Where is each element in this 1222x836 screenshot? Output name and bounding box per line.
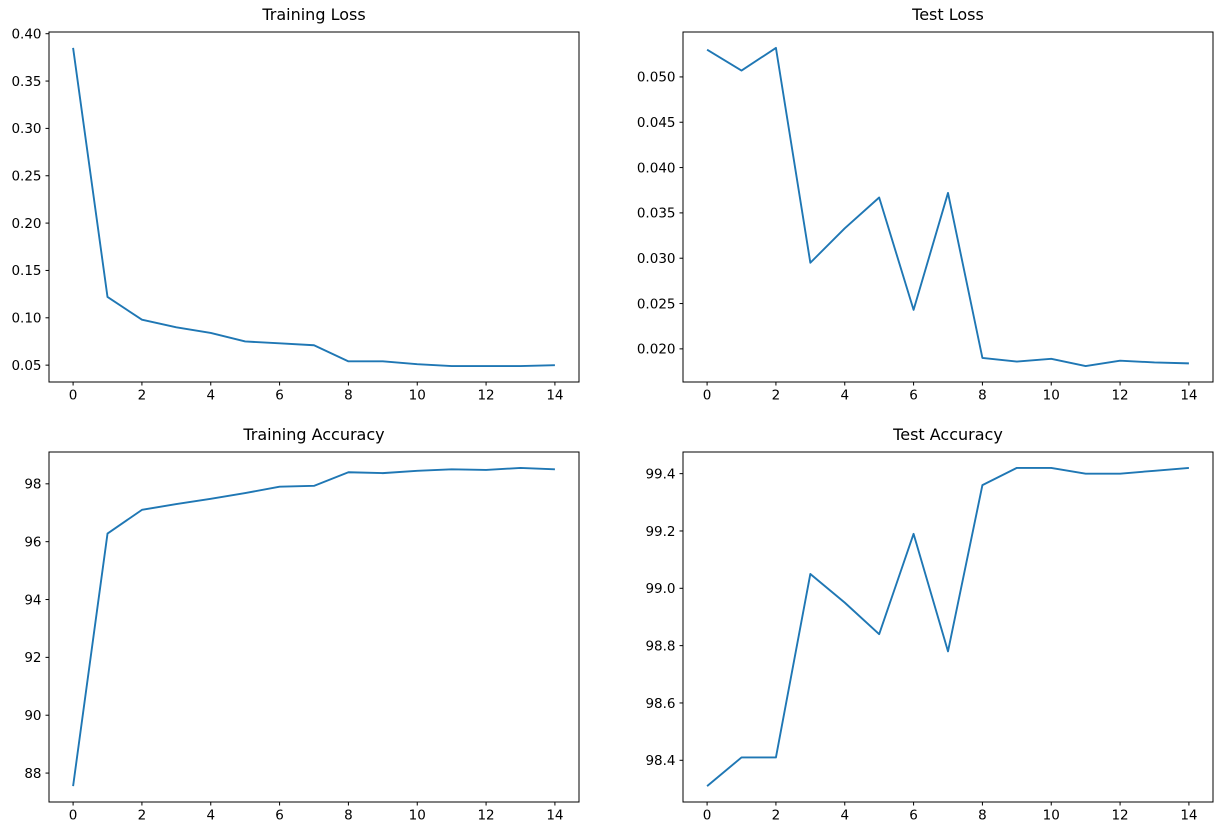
x-tick-label: 8 (344, 388, 353, 404)
x-tick-label: 0 (69, 808, 78, 824)
y-tick-label: 0.40 (11, 27, 41, 43)
x-tick-label: 12 (477, 808, 494, 824)
y-tick-label: 94 (24, 592, 41, 608)
y-tick-label: 98.4 (645, 753, 675, 769)
y-tick-label: 0.030 (637, 251, 676, 267)
data-line (706, 466, 1189, 787)
x-tick-label: 2 (772, 808, 781, 824)
chart-title: Test Accuracy (892, 425, 1003, 444)
x-tick-label: 4 (206, 388, 215, 404)
y-tick-label: 98.6 (645, 696, 675, 712)
x-tick-label: 14 (546, 808, 563, 824)
axes-spines (48, 31, 580, 383)
x-tick-label: 10 (409, 388, 426, 404)
y-tick-label: 99.4 (645, 466, 675, 482)
x-tick-label: 4 (206, 808, 215, 824)
x-tick-label: 2 (138, 808, 147, 824)
x-tick-label: 2 (772, 388, 781, 404)
axes-spines (48, 451, 580, 803)
panel-test-loss: Test Loss 0 2 4 6 8 10 12 14 0.020 0.025 0.030 0.03… (611, 0, 1222, 418)
y-tick-label: 0.25 (11, 169, 41, 185)
y-tick-label: 92 (24, 650, 41, 666)
training-loss-plot: Training Loss 0 2 4 6 8 10 12 14 0.05 0.10 0.15 0.2… (11, 5, 580, 404)
y-tick-label: 0.045 (637, 115, 676, 131)
x-tick-label: 14 (1180, 808, 1197, 824)
x-tick-label: 4 (840, 388, 849, 404)
x-tick-label: 10 (409, 808, 426, 824)
test-loss-plot: Test Loss 0 2 4 6 8 10 12 14 0.020 0.025 0.030 0.03… (637, 5, 1214, 404)
y-tick-label: 99.0 (645, 581, 675, 597)
axes-spines (682, 451, 1214, 803)
y-tick-label: 96 (24, 534, 41, 550)
y-tick-label: 88 (24, 766, 41, 782)
y-tick-label: 90 (24, 708, 41, 724)
plot-area: 0 2 4 6 8 10 12 14 88 90 92 94 96 98 (24, 451, 580, 824)
y-tick-label: 0.025 (637, 296, 676, 312)
plot-area: 0 2 4 6 8 10 12 14 0.020 0.025 0.030 0.035 0.040 0.04… (637, 31, 1214, 404)
x-tick-label: 8 (344, 808, 353, 824)
y-tick-label: 98.8 (645, 638, 675, 654)
x-tick-label: 12 (1111, 808, 1128, 824)
x-tick-label: 6 (909, 808, 918, 824)
x-tick-label: 0 (703, 808, 712, 824)
y-tick-label: 0.020 (637, 342, 676, 358)
x-tick-label: 6 (275, 808, 284, 824)
test-accuracy-plot: Test Accuracy 0 2 4 6 8 10 12 14 98.4 98.6 98.8 99.… (645, 425, 1214, 824)
panel-training-accuracy: Training Accuracy 0 2 4 6 8 10 12 14 88 90 92 94 96 9… (0, 418, 611, 836)
data-line (72, 47, 555, 368)
data-line (72, 466, 555, 787)
panel-test-accuracy: Test Accuracy 0 2 4 6 8 10 12 14 98.4 98.6 98.8 99.… (611, 418, 1222, 836)
x-tick-label: 10 (1043, 808, 1060, 824)
chart-title: Training Accuracy (242, 425, 384, 444)
x-tick-label: 6 (275, 388, 284, 404)
chart-title: Test Loss (911, 5, 984, 24)
x-tick-label: 0 (69, 388, 78, 404)
x-tick-label: 10 (1043, 388, 1060, 404)
y-tick-label: 0.035 (637, 206, 676, 222)
x-tick-label: 12 (1111, 388, 1128, 404)
y-tick-label: 0.35 (11, 74, 41, 90)
x-tick-label: 8 (978, 808, 987, 824)
x-tick-label: 6 (909, 388, 918, 404)
x-tick-label: 0 (703, 388, 712, 404)
y-tick-label: 99.2 (645, 524, 675, 540)
chart-title: Training Loss (261, 5, 365, 24)
x-tick-label: 2 (138, 388, 147, 404)
x-tick-label: 12 (477, 388, 494, 404)
x-tick-label: 14 (546, 388, 563, 404)
x-tick-label: 8 (978, 388, 987, 404)
panel-training-loss: Training Loss 0 2 4 6 8 10 12 14 0.05 0.10 0.15 0.2… (0, 0, 611, 418)
plot-area: 0 2 4 6 8 10 12 14 98.4 98.6 98.8 99.0 99.2 99.4 (645, 451, 1214, 824)
y-tick-label: 0.050 (637, 70, 676, 86)
data-line (706, 46, 1189, 368)
y-tick-label: 0.05 (11, 358, 41, 374)
plot-area: 0 2 4 6 8 10 12 14 0.05 0.10 0.15 0.20 0.25 0.30 0.35 0… (11, 27, 580, 404)
y-tick-label: 0.040 (637, 160, 676, 176)
y-tick-label: 0.20 (11, 216, 41, 232)
training-accuracy-plot: Training Accuracy 0 2 4 6 8 10 12 14 88 90 92 94 96 9… (24, 425, 580, 824)
y-tick-label: 0.10 (11, 311, 41, 327)
x-tick-label: 14 (1180, 388, 1197, 404)
axes-spines (682, 31, 1214, 383)
x-tick-label: 4 (840, 808, 849, 824)
y-tick-label: 0.15 (11, 263, 41, 279)
y-tick-label: 0.30 (11, 121, 41, 137)
y-tick-label: 98 (24, 477, 41, 493)
